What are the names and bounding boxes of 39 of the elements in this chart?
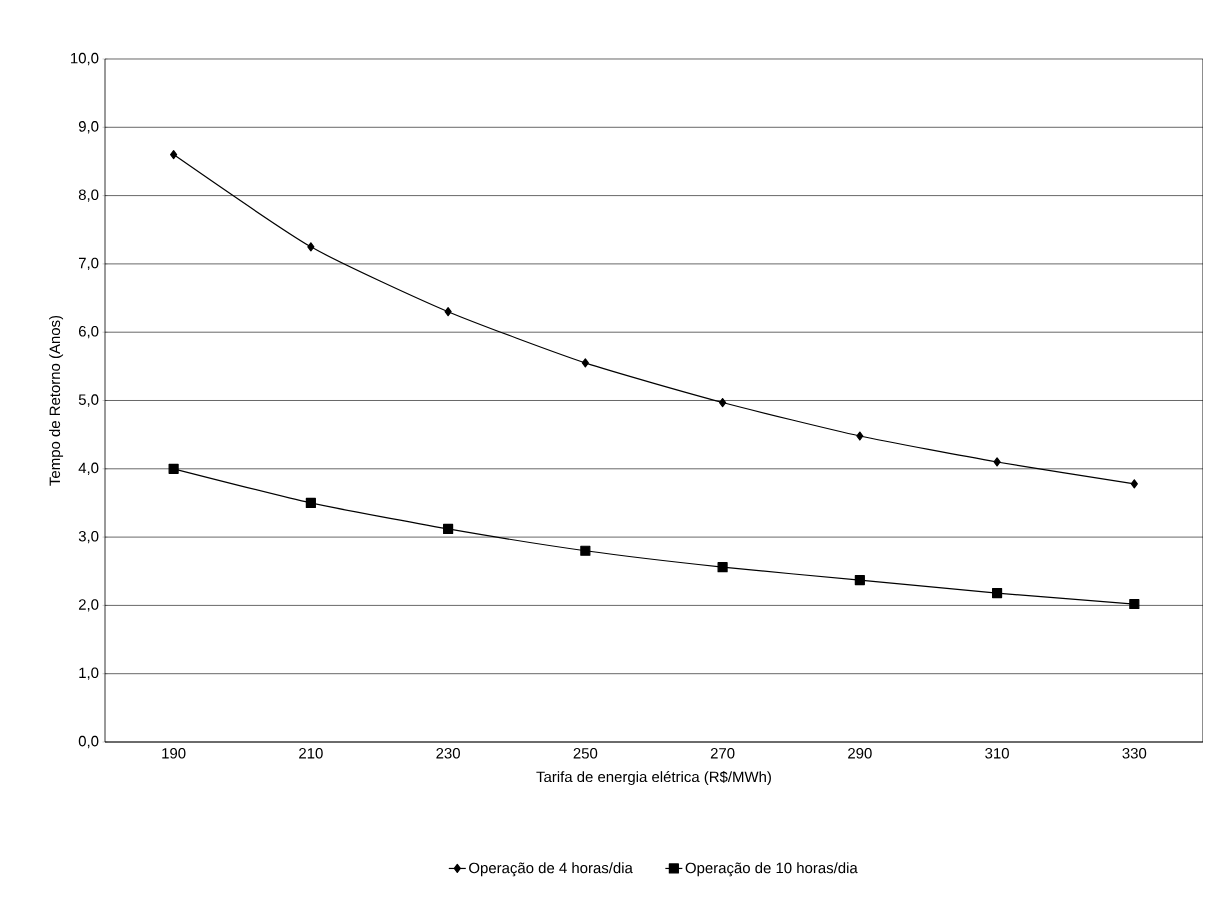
x-tick-label: 290 [848, 748, 872, 759]
point [856, 431, 864, 441]
x-tick-label: 190 [162, 748, 186, 759]
y-tick-label: 3,0 [78, 530, 99, 544]
y-tick-label: 1,0 [79, 667, 99, 680]
point [305, 497, 316, 509]
point [854, 575, 865, 586]
point [443, 523, 454, 534]
y-tick-label: 9,0 [78, 121, 99, 134]
x-tick-label: 270 [710, 748, 735, 759]
point [307, 242, 315, 252]
x-tick-label: 310 [985, 748, 1009, 759]
point [719, 397, 727, 408]
point [444, 307, 452, 317]
legend-label: Operação de 4 horas/dia [469, 862, 633, 877]
point [581, 358, 589, 368]
y-tick-label: 5,0 [78, 394, 99, 407]
point [1130, 479, 1138, 489]
y-tick-label: 0,0 [78, 735, 99, 749]
point [170, 150, 178, 160]
y-tick-label: 7,0 [78, 257, 99, 271]
point [717, 562, 728, 573]
x-tick-label: 210 [299, 748, 323, 759]
y-tick-label: 8,0 [78, 189, 99, 202]
point [168, 463, 179, 474]
point [580, 545, 591, 556]
legend-label: Operação de 10 horas/dia [685, 862, 858, 877]
x-tick-label: 330 [1122, 748, 1147, 759]
y-tick-label: 6,0 [78, 326, 99, 339]
x-axis-title: Tarifa de energia elétrica (R$/MWh) [536, 770, 771, 786]
x-tick-label: 230 [436, 748, 460, 759]
point [993, 457, 1001, 467]
y-tick-label: 2,0 [78, 599, 99, 612]
y-tick-label: 10,0 [71, 52, 99, 66]
y-axis-title: Tempo de Retorno (Anos) [49, 315, 64, 486]
point [992, 588, 1003, 599]
x-tick-label: 250 [573, 748, 598, 759]
y-tick-label: 4,0 [78, 462, 99, 475]
point [1129, 598, 1140, 610]
